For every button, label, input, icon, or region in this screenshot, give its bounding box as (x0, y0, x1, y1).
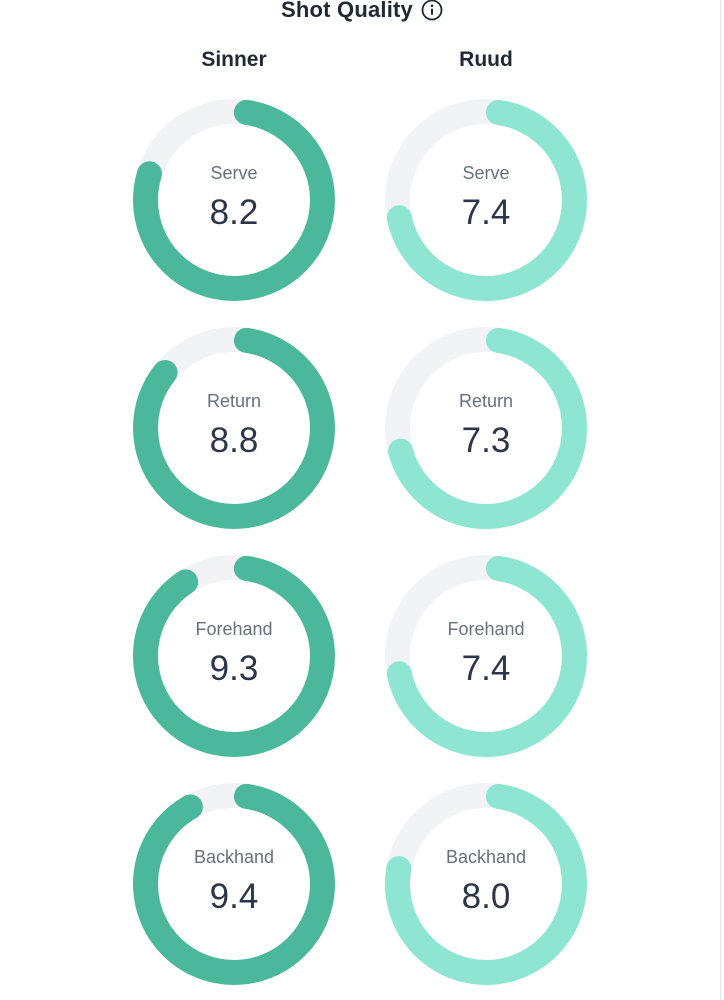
ring-label: Backhand (193, 847, 275, 867)
ring-chart (133, 783, 335, 985)
rating-ring-sinner-return: Return 8.8 (133, 327, 335, 529)
ring-value: 7.4 (461, 193, 511, 232)
ring-label: Return (458, 391, 514, 411)
ring-progress-arc (385, 99, 587, 301)
ring-label: Backhand (445, 847, 527, 867)
page-title: Shot Quality (281, 0, 413, 22)
header: Shot Quality (0, 0, 724, 28)
ring-progress-arc (133, 99, 335, 301)
ring-progress-arc (385, 783, 587, 985)
ring-chart (133, 99, 335, 301)
rating-ring-ruud-forehand: Forehand 7.4 (385, 555, 587, 757)
ring-chart (133, 555, 335, 757)
ring-label: Serve (210, 163, 258, 183)
ring-value: 8.0 (461, 877, 511, 916)
ring-value: 7.3 (461, 421, 511, 460)
ring-chart (385, 99, 587, 301)
info-icon[interactable] (421, 0, 443, 21)
rating-ring-sinner-forehand: Forehand 9.3 (133, 555, 335, 757)
ring-value: 7.4 (461, 649, 511, 688)
rating-ring-ruud-return: Return 7.3 (385, 327, 587, 529)
ring-chart (385, 555, 587, 757)
rating-ring-ruud-backhand: Backhand 8.0 (385, 783, 587, 985)
rating-ring-ruud-serve: Serve 7.4 (385, 99, 587, 301)
rating-ring-sinner-serve: Serve 8.2 (133, 99, 335, 301)
ring-value: 9.3 (209, 649, 259, 688)
ring-progress-arc (385, 327, 587, 529)
ring-label: Serve (462, 163, 510, 183)
ring-progress-arc (133, 555, 335, 757)
ring-chart (385, 783, 587, 985)
ring-chart (385, 327, 587, 529)
player-name-sinner: Sinner (201, 48, 267, 71)
ring-label: Forehand (195, 619, 273, 639)
panel-border (720, 0, 721, 1000)
ring-label: Forehand (447, 619, 525, 639)
rating-ring-sinner-backhand: Backhand 9.4 (133, 783, 335, 985)
ring-label: Return (206, 391, 262, 411)
ring-progress-arc (385, 555, 587, 757)
ring-chart (133, 327, 335, 529)
player-name-ruud: Ruud (459, 48, 513, 71)
ring-value: 8.2 (209, 193, 259, 232)
ring-progress-arc (133, 783, 335, 985)
ring-value: 9.4 (209, 877, 259, 916)
ring-progress-arc (133, 327, 335, 529)
ring-value: 8.8 (209, 421, 259, 460)
